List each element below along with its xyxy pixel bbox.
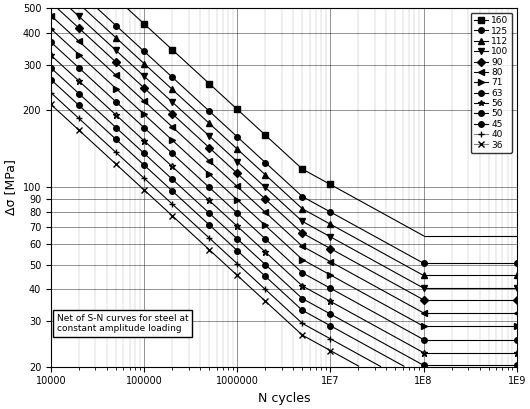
Legend: 160, 125, 112, 100, 90, 80, 71, 63, 56, 50, 45, 40, 36: 160, 125, 112, 100, 90, 80, 71, 63, 56, … (471, 13, 512, 153)
Y-axis label: Δσ [MPa]: Δσ [MPa] (4, 160, 17, 215)
X-axis label: N cycles: N cycles (258, 392, 310, 405)
Text: Net of S-N curves for steel at
constant amplitude loading: Net of S-N curves for steel at constant … (57, 314, 188, 333)
